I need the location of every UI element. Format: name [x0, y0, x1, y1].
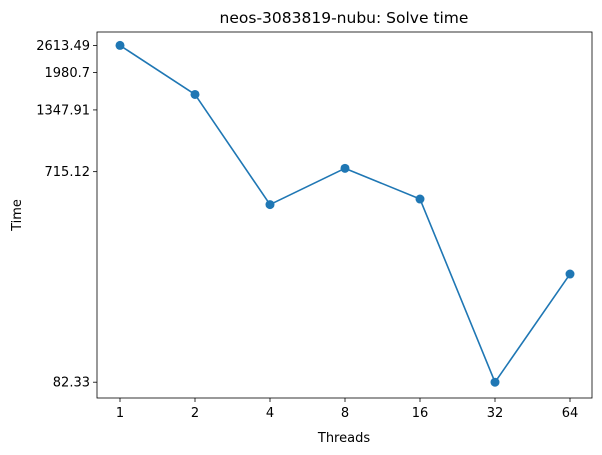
data-point [115, 40, 125, 50]
data-point [340, 163, 350, 173]
x-tick-label: 16 [412, 406, 429, 421]
x-tick-label: 32 [487, 406, 504, 421]
data-point [490, 377, 500, 387]
x-axis-label: Threads [317, 431, 370, 446]
x-tick-label: 2 [191, 406, 199, 421]
plot-area: 1 2 4 8 16 32 64 2613.49 1980.7 1347.91 715.12 82.… [36, 31, 593, 421]
data-point [265, 200, 275, 210]
x-axis-ticks: 1 2 4 8 16 32 64 [116, 398, 578, 421]
y-tick-label: 82.33 [53, 376, 90, 391]
y-axis-label: Time [10, 199, 25, 232]
y-tick-label: 1347.91 [36, 103, 90, 118]
plot-frame [96, 31, 593, 399]
data-point [565, 269, 575, 279]
y-tick-label: 715.12 [45, 165, 91, 180]
x-tick-label: 8 [341, 406, 349, 421]
data-point [415, 194, 425, 204]
x-tick-label: 64 [562, 406, 579, 421]
y-tick-label: 1980.7 [45, 66, 91, 81]
y-tick-label: 2613.49 [36, 39, 90, 54]
series-layer [115, 40, 575, 387]
x-tick-label: 4 [266, 406, 274, 421]
x-tick-label: 1 [116, 406, 124, 421]
data-point [190, 89, 200, 99]
y-axis-ticks: 2613.49 1980.7 1347.91 715.12 82.33 [36, 39, 97, 391]
chart-title: neos-3083819-nubu: Solve time [220, 9, 469, 27]
